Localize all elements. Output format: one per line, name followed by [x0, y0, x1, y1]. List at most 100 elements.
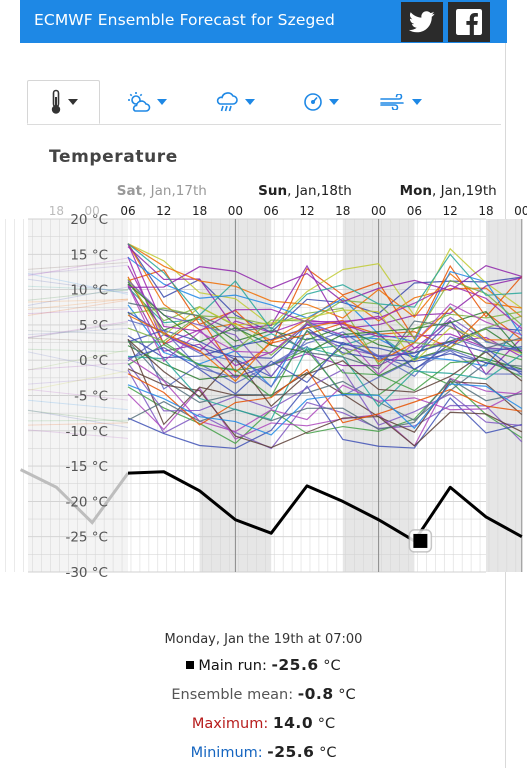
history-line [27, 264, 129, 275]
ensemble-member-line [127, 368, 522, 426]
x-tick-label: 06 [120, 204, 135, 218]
history-line [27, 362, 129, 371]
y-tick-label: 0 °C [79, 353, 108, 369]
minimum-label: Minimum: [190, 745, 263, 761]
ensemble-member-line [127, 256, 523, 343]
y-tick-label: -30 °C [65, 565, 108, 581]
x-tick-label: 00 [85, 204, 100, 218]
main-run-square-icon [186, 661, 195, 669]
maximum-label: Maximum: [191, 716, 269, 732]
y-tick-label: 15 °C [70, 247, 108, 263]
ensemble-member-line [127, 329, 523, 398]
unit-label: °C [317, 716, 336, 732]
tooltip-minimum: Minimum: -25.6 °C [0, 743, 527, 763]
maximum-value: 14.0 [272, 714, 314, 732]
x-tick-label: 06 [407, 204, 422, 218]
ensemble-member-line [127, 243, 522, 331]
ensemble-member-line [127, 327, 522, 373]
ensemble-member-line [127, 378, 522, 430]
x-tick-label: 00 [371, 204, 386, 218]
tooltip-main-run: Main run: -25.6 °C [0, 656, 527, 676]
history-line [27, 273, 129, 295]
history-line [27, 322, 129, 339]
ensemble-member-line [127, 340, 522, 422]
history-line [27, 388, 129, 401]
history-line [27, 261, 129, 270]
history-line [27, 327, 129, 336]
ensemble-member-line [127, 264, 522, 303]
history-lines [27, 257, 129, 439]
history-line [27, 337, 129, 343]
ensemble-member-line [127, 243, 523, 327]
ensemble-member-line [127, 368, 523, 449]
y-axis: 20 °C 15 °C 10 °C 5 °C 0 °C -5 °C -10 °C -15 °C… [65, 212, 108, 581]
history-line [27, 348, 129, 353]
x-tick-label: 12 [443, 204, 458, 218]
facebook-button[interactable] [448, 2, 490, 42]
main-run-history-line [19, 468, 130, 525]
ensemble-members [127, 243, 523, 450]
history-line [27, 419, 129, 422]
history-line [27, 422, 129, 426]
twitter-button[interactable] [401, 2, 443, 42]
minimum-value: -25.6 [267, 743, 315, 761]
rain-cloud-icon [216, 92, 238, 112]
chevron-down-icon [245, 99, 255, 105]
unit-label: °C [323, 658, 341, 674]
history-line [27, 289, 129, 301]
x-tick-label: 18 [335, 204, 350, 218]
gauge-icon [304, 93, 322, 111]
ensemble-member-line [127, 307, 522, 383]
day-label: Sat, Jan,17th [117, 183, 207, 199]
toolbar-divider [27, 124, 501, 125]
tab-pressure[interactable] [293, 80, 349, 124]
ensemble-mean-value: -0.8 [297, 685, 334, 703]
history-line [27, 349, 129, 371]
y-tick-label: 20 °C [70, 212, 108, 228]
history-line [27, 299, 129, 316]
ensemble-member-line [127, 341, 522, 395]
y-tick-label: -15 °C [65, 459, 108, 475]
x-tick-label: 18 [478, 204, 493, 218]
twitter-icon [409, 11, 435, 33]
tab-wind[interactable] [373, 80, 429, 124]
highlight-marker[interactable] [413, 533, 428, 548]
y-tick-label: -5 °C [74, 389, 108, 405]
tooltip-maximum: Maximum: 14.0 °C [0, 714, 527, 734]
app-header: ECMWF Ensemble Forecast for Szeged [20, 0, 507, 43]
history-line [27, 410, 129, 423]
history-line [27, 370, 129, 391]
temperature-chart[interactable]: 20 °C 15 °C 10 °C 5 °C 0 °C -5 °C -10 °C -15 °C… [0, 175, 527, 605]
tab-precipitation[interactable] [207, 80, 263, 124]
x-tick-label: 12 [156, 204, 171, 218]
x-tick-label: 18 [192, 204, 207, 218]
history-line [27, 257, 129, 277]
day-label: Mon, Jan,19th [400, 183, 497, 199]
page-title: ECMWF Ensemble Forecast for Szeged [34, 11, 335, 29]
tooltip-date: Monday, Jan the 19th at 07:00 [164, 632, 363, 647]
unit-label: °C [338, 687, 356, 703]
history-line [27, 285, 129, 291]
tab-sun-cloud[interactable] [119, 80, 175, 124]
y-tick-label: -10 °C [65, 424, 108, 440]
y-tick-label: 5 °C [79, 318, 108, 334]
chart-type-toolbar [27, 80, 501, 125]
x-tick-label: 00 [228, 204, 243, 218]
ensemble-member-line [127, 302, 522, 370]
thermometer-icon [51, 89, 60, 114]
x-tick-label: 00 [514, 204, 527, 218]
facebook-icon [456, 9, 482, 35]
tooltip-ensemble-mean: Ensemble mean: -0.8 °C [0, 685, 527, 705]
ensemble-member-line [127, 363, 522, 427]
y-tick-label: 10 °C [70, 283, 108, 299]
ensemble-mean-label: Ensemble mean: [171, 687, 294, 703]
main-run-value: -25.6 [271, 656, 319, 674]
chevron-down-icon [67, 99, 78, 105]
x-tick-label: 06 [264, 204, 279, 218]
sun-cloud-icon [128, 92, 151, 112]
ensemble-member-line [127, 345, 522, 381]
y-tick-label: -25 °C [65, 530, 108, 546]
tab-temperature[interactable] [27, 80, 100, 124]
wind-icon [380, 94, 404, 110]
history-line [27, 298, 129, 303]
